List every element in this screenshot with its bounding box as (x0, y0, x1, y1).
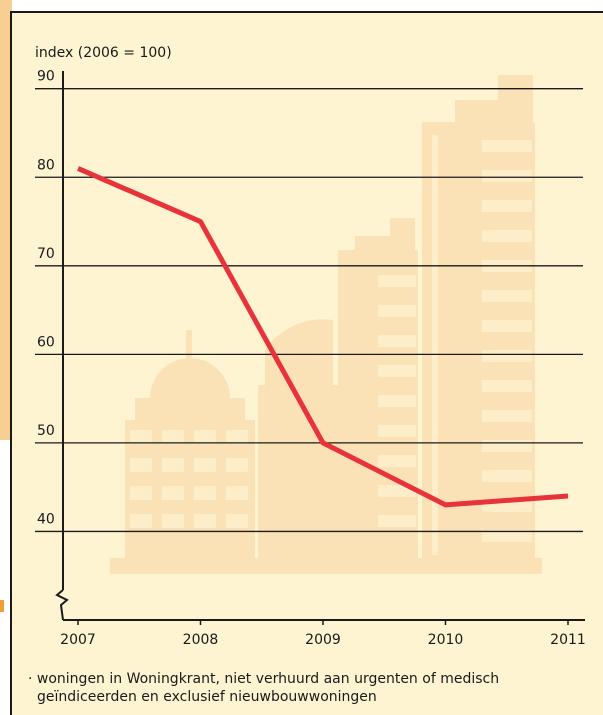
y-tick-label: 90 (37, 69, 55, 85)
x-tick-label: 2008 (183, 632, 219, 648)
footnote: geïndiceerden en exclusief nieuwbouwwoni… (37, 689, 377, 705)
x-tick-label: 2007 (60, 632, 96, 648)
y-axis-label: index (2006 = 100) (35, 45, 172, 61)
footnote: · woningen in Woningkrant, niet verhuurd… (28, 671, 499, 687)
y-tick-label: 80 (37, 157, 55, 173)
x-tick-label: 2009 (305, 632, 341, 648)
y-tick-label: 60 (37, 334, 55, 350)
y-tick-label: 40 (37, 511, 55, 527)
y-tick-label: 70 (37, 246, 55, 262)
page: {"chart_data": {"type": "line", "y_axis_… (0, 0, 603, 715)
side-mark (0, 600, 4, 612)
x-tick-label: 2011 (550, 632, 586, 648)
chart: index (2006 = 100) · woningen in Woningk… (0, 0, 603, 715)
x-tick-label: 2010 (428, 632, 464, 648)
y-tick-label: 50 (37, 423, 55, 439)
